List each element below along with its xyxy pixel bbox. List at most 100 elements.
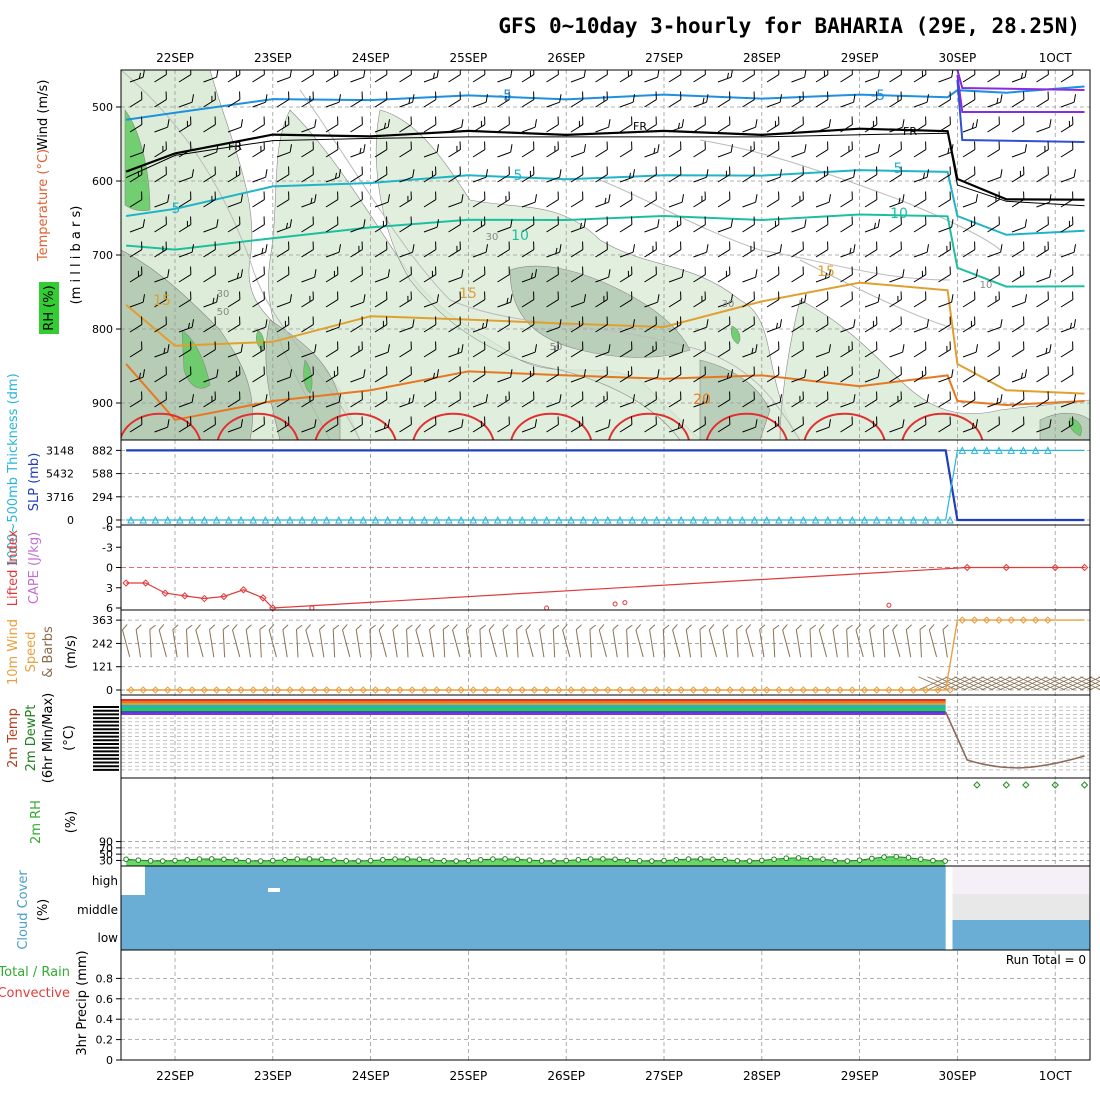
- barb-feather: [261, 247, 264, 254]
- barb-feather: [631, 291, 633, 300]
- precip-tick-label: 0.6: [96, 993, 114, 1006]
- barb-feather: [333, 70, 335, 77]
- barb-staff: [227, 201, 242, 208]
- wind-barb: [374, 366, 388, 383]
- temp-contour-blue: [956, 79, 1085, 143]
- barb-feather: [337, 366, 339, 375]
- barb-feather: [212, 297, 215, 304]
- wind-barb: [840, 216, 853, 233]
- barb-feather: [853, 169, 856, 178]
- wind-barb: [374, 119, 391, 133]
- barb-staff: [693, 124, 706, 133]
- barb-staff: [154, 399, 167, 408]
- wind-barb: [227, 291, 241, 308]
- barb-feather: [729, 416, 731, 425]
- barb-feather: [873, 222, 876, 229]
- wind-barb: [546, 141, 559, 158]
- wind-barb: [791, 70, 807, 83]
- barb-staff: [448, 324, 461, 333]
- barb-feather: [459, 166, 461, 175]
- wind-barb: [497, 166, 510, 183]
- wind-barb: [497, 416, 510, 433]
- barb-feather: [905, 624, 912, 630]
- barb-feather: [579, 222, 582, 229]
- barb-feather: [319, 624, 326, 630]
- wind10-barb: [722, 624, 729, 658]
- barb-feather: [141, 316, 143, 325]
- wind-barb: [791, 316, 804, 333]
- barb-staff: [129, 124, 143, 133]
- barb-feather: [869, 624, 876, 630]
- wind-barb: [987, 216, 1000, 233]
- barb-feather: [309, 295, 311, 302]
- wind-barb: [668, 291, 682, 308]
- barb-staff: [913, 101, 928, 108]
- barb-staff: [1036, 426, 1050, 433]
- wind-barb: [595, 119, 611, 133]
- barb-staff: [129, 151, 144, 158]
- wind10-tick-label: 121: [92, 661, 113, 674]
- barb-staff: [203, 274, 216, 283]
- wind-barb: [399, 191, 412, 208]
- thickness-tick-label: 3148: [46, 444, 74, 457]
- wind10-barb: [928, 624, 938, 658]
- barb-staff: [693, 176, 707, 183]
- wind-barb: [742, 316, 755, 333]
- barb-staff: [1060, 176, 1075, 183]
- barb-feather: [753, 291, 755, 300]
- wind-barb: [350, 341, 363, 358]
- barb-feather: [1047, 91, 1049, 100]
- barb-staff: [423, 249, 437, 258]
- barb-staff: [276, 76, 291, 83]
- wind-barb: [840, 394, 856, 408]
- barb-feather: [559, 244, 562, 253]
- barb-feather: [309, 95, 311, 102]
- pressure-tick-label: 800: [92, 323, 113, 336]
- barb-feather: [186, 420, 188, 427]
- barb-feather: [263, 291, 265, 300]
- barb-feather: [1000, 394, 1003, 403]
- barb-staff: [717, 399, 731, 408]
- barb-staff: [472, 374, 486, 383]
- wind-barb: [325, 394, 342, 408]
- barb-staff: [644, 99, 657, 108]
- wind-barb: [742, 291, 755, 308]
- wind-barb: [301, 419, 317, 433]
- wind10-barb: [626, 624, 633, 658]
- barb-staff: [350, 226, 364, 233]
- wind10-marker: [494, 686, 502, 694]
- barb-staff: [129, 399, 143, 408]
- rh-contour-line: [699, 139, 1001, 251]
- ylabel-thickness: 1000~500mb Thickness (dm): [6, 373, 21, 566]
- wind-barb: [301, 366, 314, 383]
- barb-feather: [753, 141, 755, 150]
- barb-staff: [301, 324, 314, 333]
- barb-staff: [840, 251, 854, 258]
- barb-staff: [325, 149, 339, 158]
- barb-feather: [386, 241, 388, 250]
- barb-staff: [1036, 399, 1049, 408]
- wind-barb: [619, 94, 636, 108]
- barb-feather: [1072, 116, 1074, 125]
- wind-barb: [962, 141, 976, 158]
- wind-barb: [815, 291, 829, 308]
- wind-barb: [497, 70, 513, 83]
- wind-barb: [766, 416, 780, 433]
- barb-staff: [818, 629, 828, 658]
- cloud-fill: [121, 866, 1090, 950]
- barb-feather: [1023, 341, 1025, 350]
- wind-barb: [154, 70, 167, 83]
- barb-feather: [333, 370, 335, 377]
- wind-barb: [521, 91, 535, 108]
- barb-feather: [333, 270, 335, 277]
- barb-staff: [766, 251, 781, 258]
- barb-staff: [203, 174, 216, 183]
- wind-barb: [350, 416, 363, 433]
- barb-staff: [350, 199, 363, 208]
- wind-barb: [423, 70, 440, 83]
- barb-feather: [510, 70, 513, 78]
- barb-feather: [459, 391, 461, 400]
- barb-feather: [442, 624, 450, 630]
- wind-barb: [203, 144, 219, 158]
- wind10-marker: [359, 686, 367, 694]
